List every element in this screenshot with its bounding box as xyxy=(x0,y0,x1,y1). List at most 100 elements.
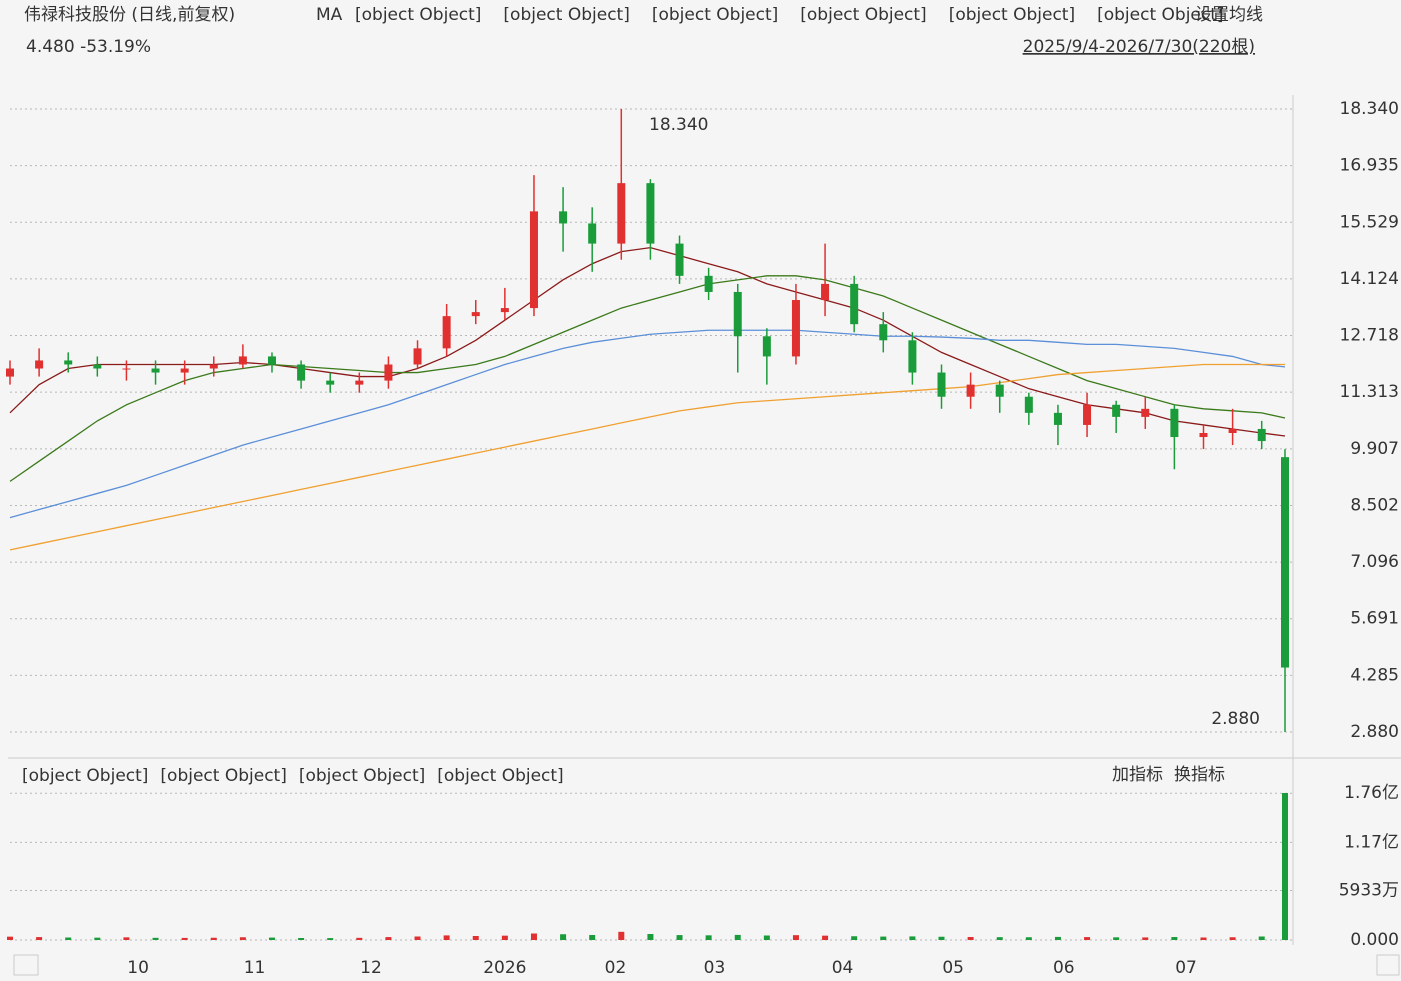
volume-bar xyxy=(530,933,537,940)
price-change: 4.480 -53.19% xyxy=(26,37,151,57)
volume-bar xyxy=(1282,793,1288,940)
volume-bar xyxy=(589,934,596,940)
indicator-button: 加指标 xyxy=(1112,765,1163,785)
candle-body xyxy=(937,372,946,397)
candle-body xyxy=(529,211,538,309)
scroll-right[interactable] xyxy=(1376,954,1400,976)
candle-body xyxy=(326,380,335,385)
volume-bar xyxy=(152,937,159,940)
volume-bar xyxy=(1084,937,1091,940)
volume-bar xyxy=(472,935,479,940)
x-tick-label: 12 xyxy=(360,958,382,978)
indicator-button: 换指标 xyxy=(1174,765,1225,785)
volume-tick-label: 1.17亿 xyxy=(1344,832,1399,852)
volume-bar xyxy=(1258,936,1265,940)
candle-body xyxy=(966,384,975,397)
volume-bar xyxy=(36,937,43,940)
volume-bar xyxy=(822,935,829,940)
y-tick-label: 4.285 xyxy=(1350,665,1399,685)
y-tick-label: 18.340 xyxy=(1340,99,1399,119)
y-tick-label: 9.907 xyxy=(1350,439,1399,459)
date-range[interactable]: 2025/9/4-2026/7/30(220根) xyxy=(1023,37,1255,57)
y-tick-label: 2.880 xyxy=(1350,722,1399,742)
candle-body xyxy=(1170,408,1179,438)
y-tick-label: 7.096 xyxy=(1350,552,1399,572)
volume-bar xyxy=(268,937,275,940)
price-annotation: 18.340 xyxy=(649,115,708,135)
volume-bar xyxy=(7,936,13,940)
volume-bar xyxy=(1229,937,1236,940)
candle-body xyxy=(413,348,422,365)
x-tick-label: 10 xyxy=(127,958,149,978)
candle-body xyxy=(1199,432,1208,438)
volume-bar xyxy=(1054,936,1061,940)
candle-body xyxy=(1281,457,1289,668)
chart-title: 伟禄科技股份 (日线,前复权) xyxy=(24,5,235,25)
candle-body xyxy=(238,356,247,365)
y-tick-label: 5.691 xyxy=(1350,609,1399,629)
volume-bar xyxy=(327,938,334,940)
ma-legend: [object Object] xyxy=(949,5,1075,25)
candle-body xyxy=(442,316,451,349)
candle-body xyxy=(64,360,73,365)
volume-tick-label: 1.76亿 xyxy=(1344,783,1399,803)
y-tick-label: 8.502 xyxy=(1350,495,1399,515)
x-tick-label: 07 xyxy=(1175,958,1197,978)
ma-line xyxy=(9,363,1285,551)
y-tick-label: 12.718 xyxy=(1340,326,1399,346)
price-annotation: 2.880 xyxy=(1211,709,1260,729)
ma-line xyxy=(9,275,1286,482)
volume-bar xyxy=(560,934,567,940)
ma-line xyxy=(9,329,1286,519)
volume-bar xyxy=(356,937,363,940)
candle-body xyxy=(1112,404,1121,417)
ma-legend: [object Object] xyxy=(503,5,629,25)
candle-body xyxy=(500,308,509,313)
x-tick-label: 04 xyxy=(832,958,854,978)
volume-bar xyxy=(414,936,421,940)
volume-bar xyxy=(851,936,858,940)
candle-body xyxy=(733,291,742,337)
candle-body xyxy=(35,360,44,369)
volume-bar xyxy=(181,937,188,940)
x-tick-label: 02 xyxy=(605,958,627,978)
volume-bar xyxy=(94,937,101,940)
volume-bar xyxy=(938,936,945,940)
volume-legend: [object Object] xyxy=(299,766,425,786)
volume-bar xyxy=(1142,937,1149,940)
indicator-name: MA xyxy=(316,5,343,25)
candle-body xyxy=(762,336,771,357)
x-tick-label: 03 xyxy=(704,958,726,978)
scroll-left[interactable] xyxy=(13,954,39,976)
volume-bar xyxy=(618,931,625,940)
x-tick-label: 05 xyxy=(942,958,964,978)
volume-bar xyxy=(501,935,508,940)
volume-legend: [object Object] xyxy=(22,766,148,786)
y-tick-label: 16.935 xyxy=(1340,156,1399,176)
candle-body xyxy=(93,364,102,369)
candle-body xyxy=(209,364,218,369)
volume-bar xyxy=(239,937,246,940)
candle-body xyxy=(617,183,626,244)
candle-body xyxy=(180,368,189,373)
volume-bar xyxy=(880,936,887,940)
candle-body xyxy=(1257,428,1266,442)
volume-bar xyxy=(1113,937,1120,940)
volume-bar xyxy=(996,937,1003,940)
volume-bar xyxy=(1200,937,1207,940)
volume-bar xyxy=(385,937,392,940)
candle-body xyxy=(995,384,1004,397)
candle-body xyxy=(559,211,568,224)
volume-bar xyxy=(1171,936,1178,940)
candle-body xyxy=(297,364,306,381)
settings-button[interactable]: 设置均线 xyxy=(1195,5,1263,25)
y-tick-label: 11.313 xyxy=(1340,382,1399,402)
candle-body xyxy=(1228,428,1237,433)
x-tick-label: 2026 xyxy=(483,958,526,978)
x-tick-label: 11 xyxy=(244,958,266,978)
candle-body xyxy=(879,324,888,341)
y-tick-label: 14.124 xyxy=(1340,269,1399,289)
volume-legend: [object Object] xyxy=(160,766,286,786)
candle-body xyxy=(850,283,859,325)
